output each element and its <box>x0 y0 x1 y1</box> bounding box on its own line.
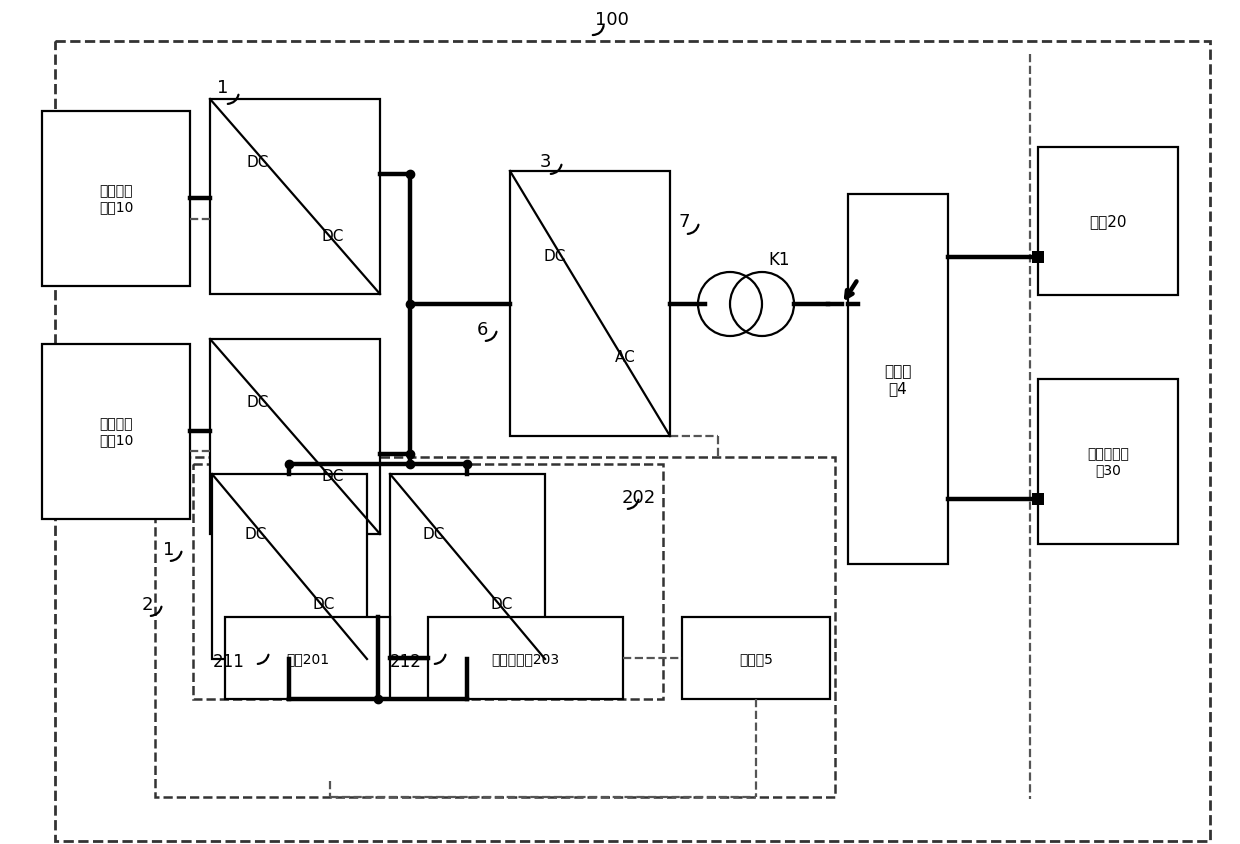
Bar <box>428 617 622 699</box>
Bar <box>212 474 367 659</box>
Text: 控制器5: 控制器5 <box>739 652 773 665</box>
Bar <box>210 100 379 295</box>
Text: 7: 7 <box>678 213 689 230</box>
Bar <box>848 195 949 565</box>
Text: 2: 2 <box>143 595 154 614</box>
Bar <box>682 617 830 699</box>
Text: 直流供电
装置10: 直流供电 装置10 <box>99 417 133 447</box>
Text: 202: 202 <box>622 489 656 506</box>
Bar <box>391 474 546 659</box>
Bar <box>42 112 190 287</box>
Text: DC: DC <box>312 597 335 611</box>
Text: 100: 100 <box>595 11 629 29</box>
Bar <box>510 172 670 436</box>
Bar <box>1038 148 1178 295</box>
Text: 电池201: 电池201 <box>286 652 329 665</box>
Text: DC: DC <box>543 249 565 264</box>
Text: 211: 211 <box>213 652 244 670</box>
Text: 1: 1 <box>162 540 175 559</box>
Text: K1: K1 <box>768 251 790 268</box>
Text: 电网20: 电网20 <box>1089 214 1127 230</box>
Bar <box>210 339 379 534</box>
Text: 直流供电
装置10: 直流供电 装置10 <box>99 184 133 214</box>
Bar <box>42 344 190 519</box>
Text: DC: DC <box>247 154 269 170</box>
Bar <box>155 457 835 797</box>
Text: 3: 3 <box>539 153 552 170</box>
Text: DC: DC <box>490 597 513 611</box>
Text: 6: 6 <box>477 321 489 338</box>
Text: AC: AC <box>615 349 636 365</box>
Bar <box>193 464 663 699</box>
Text: 212: 212 <box>391 652 422 670</box>
Text: DC: DC <box>321 229 343 244</box>
Text: 1: 1 <box>217 78 228 97</box>
Bar <box>224 617 391 699</box>
Bar <box>1038 380 1178 544</box>
Text: DC: DC <box>422 526 445 541</box>
Text: DC: DC <box>247 394 269 409</box>
Text: DC: DC <box>321 468 343 484</box>
Text: 至少一个负
载30: 至少一个负 载30 <box>1087 446 1128 477</box>
Text: 电池管理器203: 电池管理器203 <box>491 652 559 665</box>
Text: 开关组
件4: 开关组 件4 <box>884 364 911 396</box>
Text: DC: DC <box>244 526 267 541</box>
